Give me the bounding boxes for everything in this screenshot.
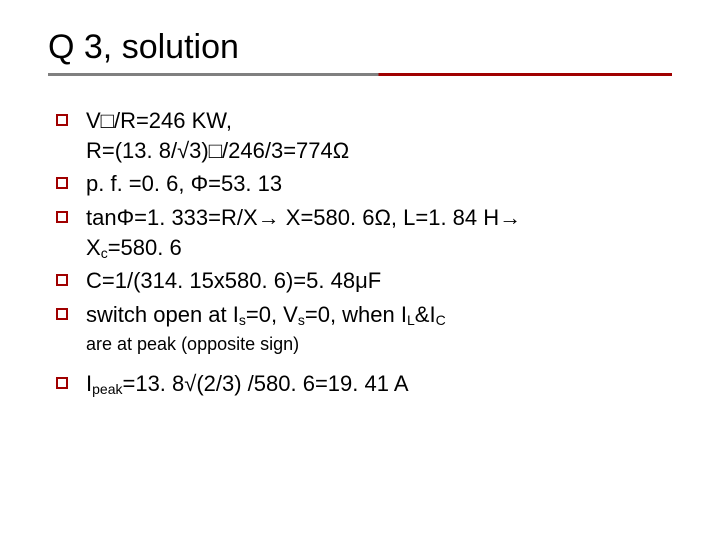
subscript: c — [101, 245, 108, 261]
list-item-text: Ipeak=13. 8√(2/3) /580. 6=19. 41 A — [86, 369, 672, 399]
subscript: peak — [92, 381, 122, 397]
bullet-icon — [56, 211, 68, 223]
text-line: p. f. =0. 6, Φ=53. 13 — [86, 171, 282, 196]
list-item-continuation: are at peak (opposite sign) — [86, 334, 672, 355]
list-item-text: tanΦ=1. 333=R/X→ X=580. 6Ω, L=1. 84 H→ X… — [86, 203, 672, 262]
list-item: V□/R=246 KW, R=(13. 8/√3)□/246/3=774Ω — [56, 106, 672, 165]
text-line: R=(13. 8/√3)□/246/3=774Ω — [86, 138, 349, 163]
text-fragment: &I — [415, 302, 436, 327]
text-fragment: X — [86, 235, 101, 260]
bullet-icon — [56, 308, 68, 320]
title-block: Q 3, solution — [48, 28, 672, 76]
list-item-text: C=1/(314. 15x580. 6)=5. 48μF — [86, 266, 672, 296]
slide: Q 3, solution V□/R=246 KW, R=(13. 8/√3)□… — [0, 0, 720, 540]
text-line: tanΦ=1. 333=R/X→ X=580. 6Ω, L=1. 84 H→ — [86, 205, 521, 230]
text-fragment: =580. 6 — [108, 235, 182, 260]
subscript: s — [298, 312, 305, 328]
title-underline — [48, 73, 672, 76]
list-item: switch open at Is=0, Vs=0, when IL&IC — [56, 300, 672, 330]
list-item-text: V□/R=246 KW, R=(13. 8/√3)□/246/3=774Ω — [86, 106, 672, 165]
text-line: C=1/(314. 15x580. 6)=5. 48μF — [86, 268, 381, 293]
content-area: V□/R=246 KW, R=(13. 8/√3)□/246/3=774Ω p.… — [48, 106, 672, 399]
list-item: tanΦ=1. 333=R/X→ X=580. 6Ω, L=1. 84 H→ X… — [56, 203, 672, 262]
list-item: C=1/(314. 15x580. 6)=5. 48μF — [56, 266, 672, 296]
slide-title: Q 3, solution — [48, 28, 672, 67]
bullet-icon — [56, 114, 68, 126]
subscript: C — [436, 312, 446, 328]
text-fragment: =13. 8√(2/3) /580. 6=19. 41 A — [122, 371, 408, 396]
text-fragment: =0, V — [246, 302, 298, 327]
list-item: Ipeak=13. 8√(2/3) /580. 6=19. 41 A — [56, 369, 672, 399]
subscript: L — [407, 312, 415, 328]
bullet-icon — [56, 274, 68, 286]
subscript: s — [239, 312, 246, 328]
bullet-icon — [56, 377, 68, 389]
text-line: are at peak (opposite sign) — [86, 334, 299, 354]
list-item-text: p. f. =0. 6, Φ=53. 13 — [86, 169, 672, 199]
list-item-text: switch open at Is=0, Vs=0, when IL&IC — [86, 300, 672, 330]
text-fragment: =0, when I — [305, 302, 407, 327]
list-item: p. f. =0. 6, Φ=53. 13 — [56, 169, 672, 199]
spacer — [56, 359, 672, 369]
text-fragment: switch open at I — [86, 302, 239, 327]
bullet-icon — [56, 177, 68, 189]
text-line: V□/R=246 KW, — [86, 108, 232, 133]
